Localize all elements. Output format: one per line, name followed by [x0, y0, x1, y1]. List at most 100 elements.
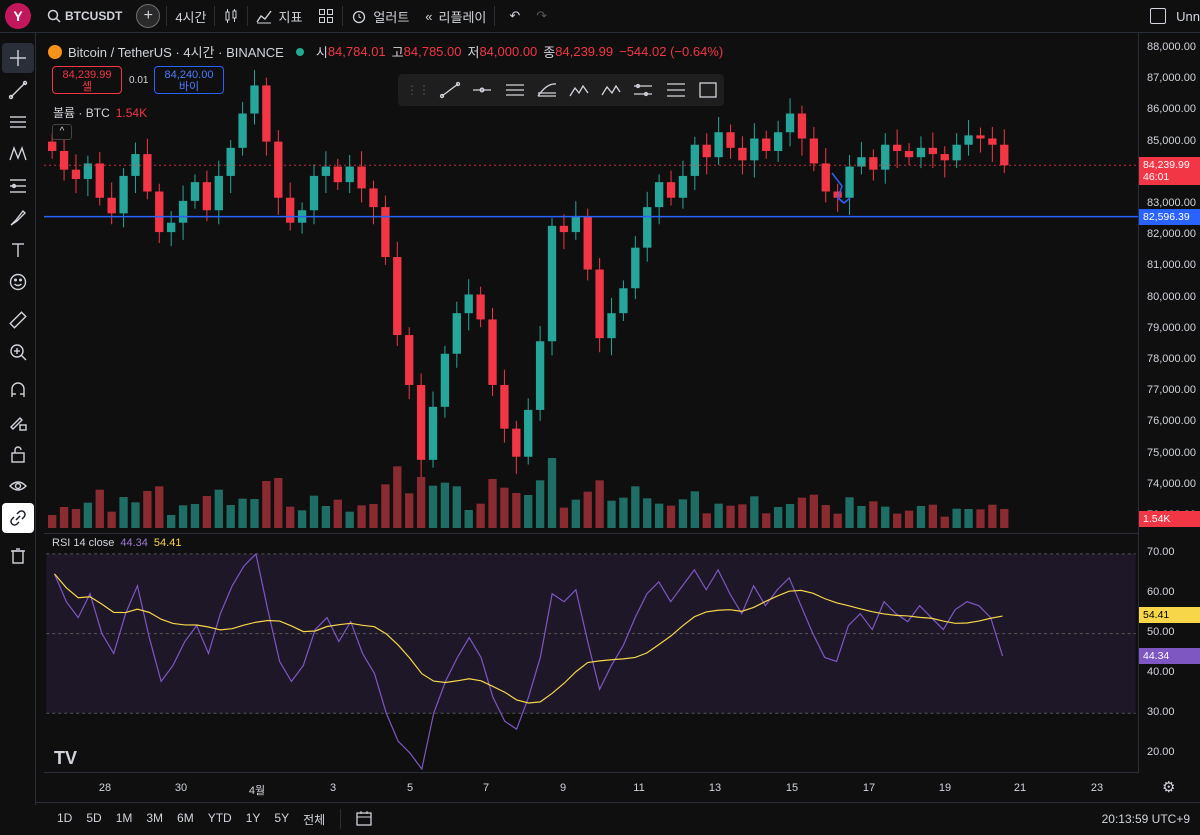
volume-bars	[48, 458, 1009, 528]
range-button-7[interactable]: 5Y	[274, 810, 290, 825]
volume-bar	[167, 515, 176, 528]
volume-bar	[702, 513, 711, 528]
goto-date-button[interactable]	[349, 809, 379, 830]
range-button-0[interactable]: 1D	[57, 810, 73, 825]
floating-drawing-toolbar: ⋮⋮	[398, 74, 724, 106]
user-avatar[interactable]: Y	[5, 3, 31, 29]
time-tick: 23	[1090, 782, 1104, 794]
time-tick: 9	[559, 782, 567, 794]
divider	[214, 6, 216, 26]
zoom-tool[interactable]	[2, 337, 34, 367]
layouts-button[interactable]	[310, 0, 342, 33]
range-button-3[interactable]: 3M	[146, 810, 164, 825]
candle	[250, 70, 259, 125]
price-axis[interactable]: 88,000.0087,000.0086,000.0085,000.0084,0…	[1138, 33, 1200, 773]
lock-drawing-tool[interactable]	[2, 407, 34, 437]
delete-tool[interactable]	[2, 541, 34, 571]
volume-bar	[916, 506, 926, 528]
settings-gear-icon[interactable]: ⚙	[1162, 779, 1176, 796]
candle	[690, 136, 699, 190]
hline-price-tag: 82,596.39	[1139, 208, 1200, 225]
sync-tool[interactable]	[2, 503, 34, 533]
price-tick: 79,000.00	[1147, 321, 1196, 334]
candle	[940, 146, 949, 178]
volume-bar	[286, 506, 295, 528]
chart-type-button[interactable]	[215, 0, 247, 33]
rectangle-button[interactable]	[692, 78, 724, 102]
candle	[107, 182, 116, 225]
pattern-ac-icon	[601, 84, 621, 96]
replay-button[interactable]: « 리플레이	[417, 0, 494, 33]
candle	[59, 139, 69, 181]
volume-bar	[583, 491, 592, 528]
trendline-tool[interactable]	[2, 75, 34, 105]
price-chart[interactable]	[44, 38, 1138, 531]
candle	[559, 214, 569, 250]
trendline-button[interactable]	[434, 78, 466, 102]
volume-bar	[643, 498, 652, 528]
current-price-tag: 84,239.99 46:01	[1139, 157, 1200, 186]
volume-bar	[202, 496, 212, 528]
brush-tool[interactable]	[2, 203, 34, 233]
fib-fan-button[interactable]	[531, 78, 563, 102]
lock-all-tool[interactable]	[2, 439, 34, 469]
undo-button[interactable]: ↶	[501, 0, 528, 33]
candle	[226, 140, 235, 194]
crosshair-tool[interactable]	[2, 43, 34, 73]
link-icon	[10, 510, 26, 526]
candle	[1000, 129, 1009, 174]
rsi-ma-value: 54.41	[153, 537, 182, 549]
volume-bar	[559, 507, 569, 528]
chart-legend: Bitcoin / TetherUS · 4시간 · BINANCE 시 84,7…	[48, 42, 729, 61]
redo-button[interactable]: ↷	[528, 0, 555, 33]
sell-button[interactable]: 84,239.99 셀	[52, 66, 122, 94]
volume-bar	[357, 505, 366, 528]
price-tick: 83,000.00	[1147, 197, 1196, 209]
channel-button[interactable]	[498, 78, 530, 102]
rsi-tick: 50.00	[1147, 626, 1175, 638]
range-button[interactable]	[660, 78, 692, 102]
hide-tool[interactable]	[2, 471, 34, 501]
abcd-button[interactable]	[595, 78, 627, 102]
text-icon	[12, 243, 24, 257]
pencil-lock-icon	[10, 417, 27, 431]
candle	[345, 155, 354, 194]
rsi-chart[interactable]	[44, 533, 1138, 770]
layout-menu[interactable]: Unn	[1142, 0, 1200, 33]
drag-handle-icon[interactable]: ⋮⋮	[406, 83, 430, 97]
symbol-search[interactable]: BTCUSDT	[39, 0, 130, 33]
alerts-button[interactable]: 얼러트	[343, 0, 417, 33]
range-button-4[interactable]: 6M	[177, 810, 194, 825]
magnet-icon	[11, 382, 25, 397]
candle	[476, 286, 485, 328]
candle	[988, 126, 997, 162]
fib-tool[interactable]	[2, 107, 34, 137]
volume-bar	[369, 504, 378, 528]
pattern-tool[interactable]	[2, 139, 34, 169]
candle	[631, 236, 640, 300]
indicators-icon	[256, 10, 273, 24]
prediction-tool[interactable]	[2, 171, 34, 201]
range-button-8[interactable]: 전체	[303, 812, 326, 827]
indicators-button[interactable]: 지표	[248, 0, 310, 33]
interval-button[interactable]: 4시간	[175, 9, 207, 25]
collapse-legend-button[interactable]: ^	[52, 124, 72, 140]
undo-icon: ↶	[509, 8, 521, 23]
range-button-1[interactable]: 5D	[86, 810, 102, 825]
range-button-5[interactable]: YTD	[207, 810, 232, 825]
compare-add-button[interactable]: +	[136, 4, 161, 28]
time-axis[interactable]: 28 30 4월 3 5 7 9 11 13 15 17 19 21 23	[44, 772, 1138, 802]
arrow-drawing[interactable]	[831, 172, 851, 204]
projection-button[interactable]	[627, 78, 659, 102]
xabcd-button[interactable]	[563, 78, 595, 102]
hline-button[interactable]	[466, 78, 498, 102]
range-button-6[interactable]: 1Y	[245, 810, 261, 825]
clock[interactable]: 20:13:59 UTC+9	[1101, 812, 1190, 826]
range-button-2[interactable]: 1M	[115, 810, 133, 825]
magnet-tool[interactable]	[2, 375, 34, 405]
ruler-tool[interactable]	[2, 305, 34, 335]
buy-button[interactable]: 84,240.00 바이	[154, 66, 224, 94]
emoji-tool[interactable]	[2, 267, 34, 297]
volume-bar	[857, 506, 866, 528]
text-tool[interactable]	[2, 235, 34, 265]
